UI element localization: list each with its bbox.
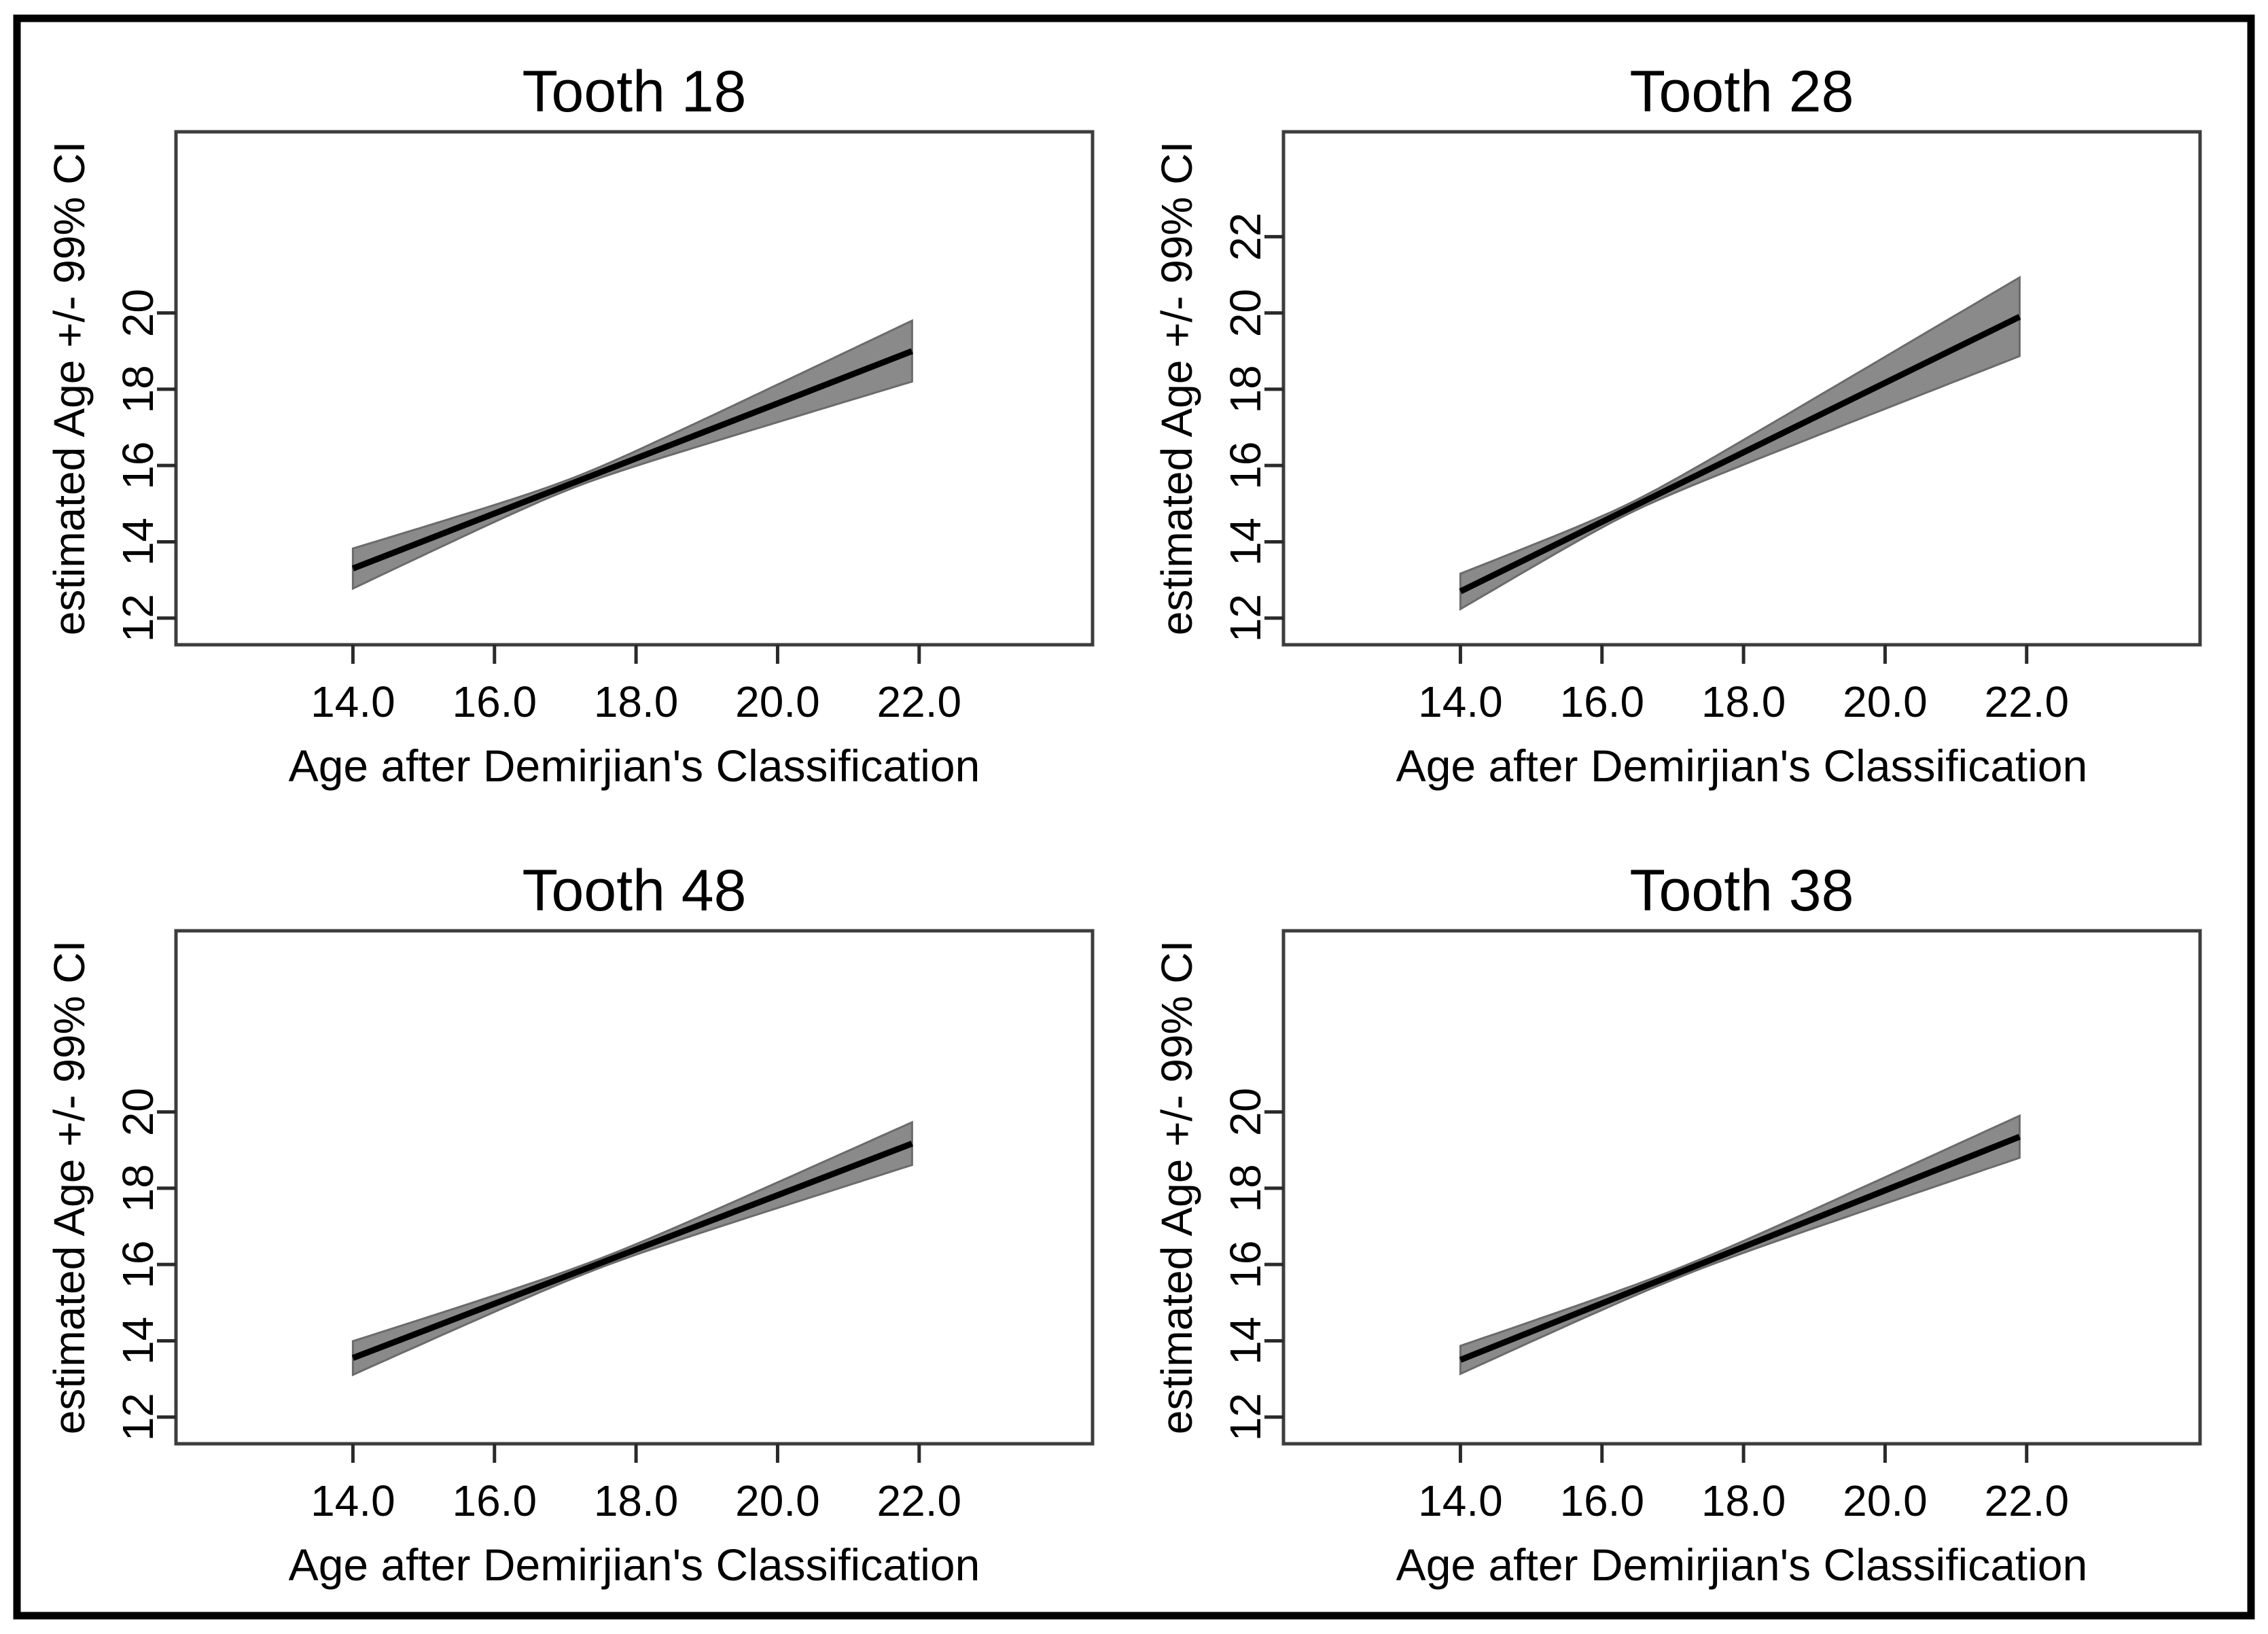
confidence-band	[351, 319, 913, 590]
plot-box	[1281, 130, 2202, 647]
x-axis-title-tooth-48: Age after Demirjian's Classification	[289, 1540, 980, 1590]
panel-tooth-48: 14.0 16.0 18.0 20.0 22.0 12 14 16 18 20	[113, 929, 1095, 1525]
x-tick-label: 16.0	[1559, 677, 1644, 726]
y-axis-title-tooth-28: estimated Age +/- 99% CI	[1152, 141, 1201, 636]
plot-box	[1281, 929, 2202, 1446]
panel-title-tooth-18: Tooth 18	[522, 59, 747, 124]
y-tick-label: 16	[1221, 1241, 1270, 1289]
confidence-band	[1459, 1114, 2021, 1376]
x-tick-label: 18.0	[1701, 677, 1786, 726]
y-axis-title-tooth-38: estimated Age +/- 99% CI	[1152, 940, 1201, 1435]
x-axis-title-tooth-18: Age after Demirjian's Classification	[289, 741, 980, 791]
y-tick-label: 16	[113, 442, 162, 490]
y-tick-label: 14	[1221, 518, 1270, 566]
y-tick-label: 14	[113, 1317, 162, 1365]
y-tick-label: 14	[1221, 1317, 1270, 1365]
x-tick-label: 20.0	[1843, 1476, 1928, 1525]
y-tick-label: 18	[1221, 1164, 1270, 1212]
x-tick-label: 20.0	[1843, 677, 1928, 726]
y-tick-label: 12	[1221, 1393, 1270, 1441]
x-axis-title-tooth-38: Age after Demirjian's Classification	[1396, 1540, 2088, 1590]
x-tick-label: 22.0	[1985, 677, 2070, 726]
y-tick-label: 12	[1221, 594, 1270, 642]
panel-title-tooth-48: Tooth 48	[522, 858, 747, 923]
y-tick-label: 14	[113, 518, 162, 566]
x-tick-label: 14.0	[311, 1476, 395, 1525]
y-tick-label: 20	[113, 1088, 162, 1136]
plot-box	[174, 929, 1095, 1446]
y-tick-label: 18	[113, 365, 162, 413]
y-tick-label: 20	[1221, 289, 1270, 337]
y-tick-label: 20	[1221, 1088, 1270, 1136]
x-tick-label: 18.0	[594, 1476, 679, 1525]
x-tick-label: 14.0	[1418, 1476, 1503, 1525]
x-tick-label: 14.0	[311, 677, 395, 726]
y-tick-label: 16	[113, 1241, 162, 1289]
x-tick-label: 18.0	[594, 677, 679, 726]
regression-line	[1459, 1133, 2021, 1363]
y-tick-label: 12	[113, 594, 162, 642]
panel-title-tooth-28: Tooth 28	[1630, 59, 1854, 124]
regression-line	[351, 1141, 913, 1361]
x-tick-label: 22.0	[877, 677, 962, 726]
x-tick-label: 18.0	[1701, 1476, 1786, 1525]
y-tick-label: 20	[113, 289, 162, 337]
x-tick-label: 20.0	[735, 1476, 820, 1525]
regression-line	[351, 348, 913, 571]
x-tick-label: 16.0	[1559, 1476, 1644, 1525]
x-tick-label: 14.0	[1418, 677, 1503, 726]
x-tick-label: 22.0	[1985, 1476, 2070, 1525]
plot-box	[174, 130, 1095, 647]
y-tick-label: 12	[113, 1393, 162, 1441]
x-tick-label: 22.0	[877, 1476, 962, 1525]
y-tick-label: 16	[1221, 442, 1270, 490]
figure-outer-border	[13, 14, 2255, 1620]
panel-title-tooth-38: Tooth 38	[1630, 858, 1854, 923]
y-axis-title-tooth-48: estimated Age +/- 99% CI	[45, 940, 94, 1435]
regression-line	[1459, 314, 2021, 594]
y-tick-label: 18	[113, 1164, 162, 1212]
y-tick-label: 22	[1221, 213, 1270, 261]
chart-render-layer: 14.0 16.0 18.0 20.0 22.0 12 14 16 18 20 14.0 16.0 18…	[113, 130, 2202, 1525]
x-tick-label: 16.0	[452, 677, 537, 726]
panel-tooth-18: 14.0 16.0 18.0 20.0 22.0 12 14 16 18 20	[113, 130, 1095, 726]
panel-tooth-38: 14.0 16.0 18.0 20.0 22.0 12 14 16 18 20	[1221, 929, 2202, 1525]
confidence-band	[1459, 275, 2021, 611]
y-tick-label: 18	[1221, 365, 1270, 413]
y-axis-title-tooth-18: estimated Age +/- 99% CI	[45, 141, 94, 636]
x-tick-label: 20.0	[735, 677, 820, 726]
x-axis-title-tooth-28: Age after Demirjian's Classification	[1396, 741, 2088, 791]
x-tick-label: 16.0	[452, 1476, 537, 1525]
panel-tooth-28: 14.0 16.0 18.0 20.0 22.0 12 14 16 18 20 22	[1221, 130, 2202, 726]
